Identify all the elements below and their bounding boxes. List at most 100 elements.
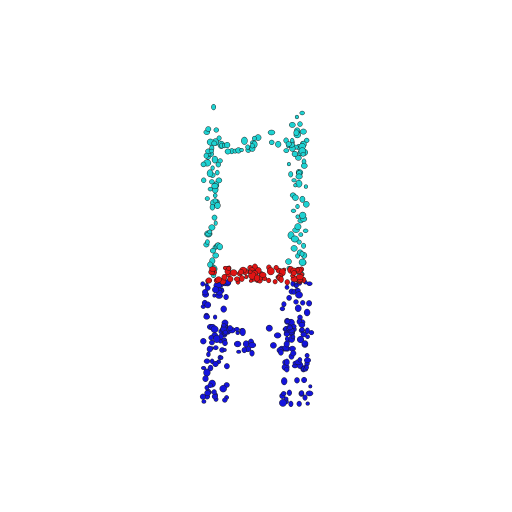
back-point	[216, 243, 223, 251]
leg-points	[199, 278, 315, 408]
leg-point	[303, 308, 311, 317]
leg-point	[227, 325, 233, 332]
back-point	[252, 135, 257, 141]
back-point	[290, 208, 297, 213]
seat-point	[205, 277, 213, 284]
leg-point	[201, 366, 207, 370]
leg-point	[219, 385, 227, 393]
leg-point	[204, 385, 210, 391]
back-point	[211, 214, 218, 221]
back-point	[294, 223, 302, 231]
leg-point	[222, 340, 228, 347]
back-point	[211, 140, 218, 147]
leg-point	[208, 335, 214, 341]
seat-point	[272, 279, 278, 285]
leg-point	[299, 390, 305, 396]
leg-point	[296, 400, 302, 407]
back-point	[224, 141, 231, 149]
back-point	[290, 235, 299, 243]
leg-point	[202, 375, 209, 382]
leg-point	[304, 364, 309, 370]
back-point	[285, 258, 292, 265]
leg-point	[305, 401, 310, 406]
leg-point	[248, 342, 257, 349]
back-point	[204, 196, 210, 201]
leg-point	[279, 306, 286, 312]
leg-point	[219, 355, 224, 360]
back-point	[290, 245, 298, 252]
back-point	[268, 139, 275, 146]
back-point	[295, 214, 300, 219]
back-point	[239, 147, 244, 153]
leg-point	[295, 291, 303, 299]
leg-point	[213, 314, 218, 320]
leg-point	[213, 345, 219, 351]
leg-point	[278, 349, 284, 356]
leg-point	[294, 377, 300, 384]
leg-point	[304, 357, 311, 364]
back-point	[300, 151, 306, 157]
back-point	[295, 155, 302, 161]
seat-point	[234, 276, 240, 282]
back-point	[296, 239, 302, 245]
seat-point	[226, 266, 231, 271]
back-point	[201, 177, 207, 184]
leg-point	[294, 304, 302, 312]
back-point	[292, 194, 299, 201]
back-point	[212, 252, 219, 259]
leg-point	[291, 289, 297, 295]
leg-point	[212, 361, 219, 367]
back-point	[298, 232, 304, 237]
back-point	[295, 204, 300, 209]
leg-point	[300, 331, 307, 338]
leg-point	[206, 345, 213, 353]
seat-point	[259, 271, 267, 278]
leg-point	[297, 357, 303, 363]
leg-point	[299, 327, 305, 332]
back-point	[286, 162, 291, 167]
seat-point	[291, 270, 297, 276]
leg-point	[212, 286, 220, 294]
leg-point	[300, 300, 306, 306]
back-point	[211, 183, 219, 190]
back-point	[303, 184, 308, 189]
leg-point	[298, 322, 306, 328]
seat-point	[244, 274, 249, 280]
back-point	[299, 195, 306, 203]
leg-point	[281, 377, 288, 386]
back-point	[298, 258, 307, 266]
leg-point	[281, 391, 287, 396]
leg-point	[210, 325, 219, 333]
leg-point	[202, 289, 209, 296]
back-point	[210, 165, 215, 171]
seat-point	[248, 269, 253, 274]
seat-point	[221, 273, 228, 281]
back-point	[300, 128, 307, 135]
leg-point	[286, 295, 292, 301]
back-points	[200, 103, 310, 279]
back-point	[283, 148, 290, 153]
leg-point	[204, 301, 212, 309]
leg-point	[301, 376, 308, 384]
back-point	[291, 150, 299, 158]
leg-point	[270, 342, 277, 349]
leg-point	[301, 340, 309, 347]
leg-point	[283, 331, 290, 337]
back-point	[289, 122, 296, 128]
back-point	[200, 161, 207, 168]
leg-point	[212, 293, 217, 298]
leg-point	[284, 318, 291, 324]
leg-point	[283, 340, 290, 348]
seat-point	[266, 267, 275, 276]
leg-point	[200, 281, 206, 287]
back-point	[301, 162, 308, 169]
back-point	[294, 114, 299, 120]
back-point	[209, 248, 217, 254]
back-point	[211, 155, 219, 164]
back-point	[299, 110, 305, 116]
back-point	[301, 242, 307, 249]
back-point	[299, 211, 307, 219]
back-point	[249, 143, 255, 149]
leg-point	[241, 347, 247, 354]
